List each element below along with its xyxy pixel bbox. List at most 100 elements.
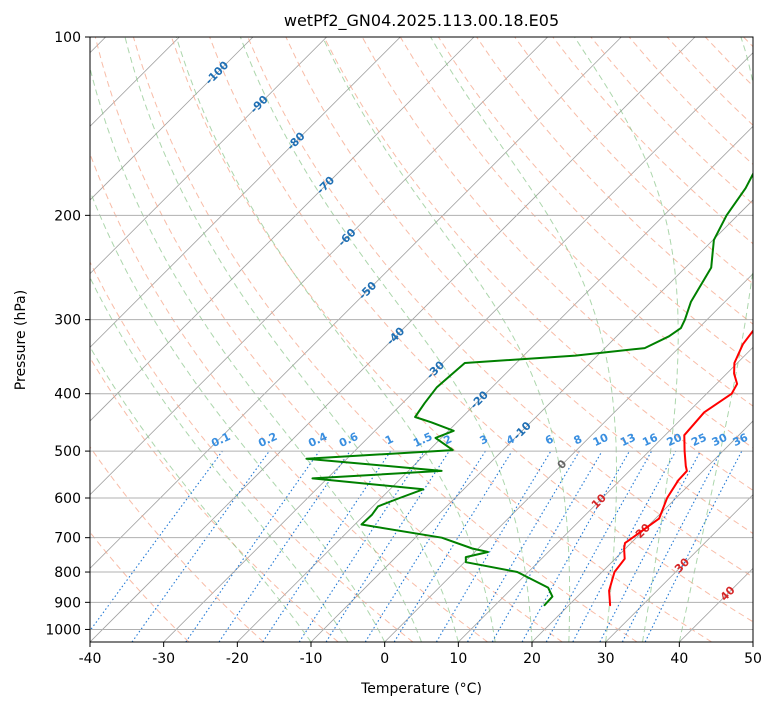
x-tick-label: 50 — [744, 651, 762, 667]
moist-adiabat-line — [322, 37, 571, 642]
x-tick-label: -20 — [226, 651, 249, 667]
mixing-ratio-label: 10 — [591, 431, 611, 449]
isotherm-line — [90, 37, 475, 422]
x-tick-label: 40 — [670, 651, 688, 667]
y-tick-label: 600 — [54, 491, 81, 507]
mixing-ratio-label: 25 — [689, 431, 708, 449]
chart-title: wetPf2_GN04.2025.113.00.18.E05 — [284, 11, 559, 31]
mixing-ratio-label: 13 — [618, 431, 637, 449]
moist-adiabat-line — [430, 37, 617, 642]
mixing-ratio-line — [325, 450, 450, 642]
isotherm-line — [90, 37, 327, 275]
mixing-ratio-line — [262, 450, 392, 642]
y-tick-label: 300 — [54, 313, 81, 329]
mixing-ratio-line — [644, 450, 743, 642]
mixing-ratio-label: 16 — [640, 431, 660, 449]
dry-adiabat-line — [285, 37, 753, 535]
mixing-ratio-label: 0.1 — [209, 430, 232, 450]
x-tick-label: 0 — [380, 651, 389, 667]
mixing-ratio-label: 1.5 — [411, 430, 434, 450]
mixing-ratio-label: 20 — [665, 431, 685, 449]
dry-adiabat-line — [94, 37, 563, 642]
moist-adiabat-line — [124, 37, 459, 642]
isotherm-line — [90, 37, 696, 642]
dry-adiabat-line — [90, 446, 264, 642]
dry-adiabat-line — [132, 37, 638, 642]
y-tick-label: 1000 — [45, 622, 81, 638]
dry-adiabat-line — [90, 260, 414, 642]
x-tick-label: -30 — [152, 651, 175, 667]
isotherm-line — [90, 37, 401, 348]
mixing-ratio-line — [298, 450, 425, 642]
y-axis-label: Pressure (hPa) — [13, 290, 29, 390]
pressure-gridlines — [90, 37, 753, 630]
temperature-profile-line — [608, 329, 753, 607]
mixing-ratio-line — [545, 450, 653, 642]
mixing-ratio-line — [218, 450, 351, 642]
mixing-ratio-line — [521, 450, 630, 642]
isotherm-line — [605, 494, 753, 642]
mixing-ratio-line — [572, 450, 677, 642]
isotherm-line — [531, 420, 753, 642]
dry-adiabat-line — [514, 37, 753, 285]
mixing-ratio-line — [435, 450, 552, 642]
x-tick-label: 30 — [597, 651, 615, 667]
isotherm-line — [90, 37, 548, 496]
mixing-ratio-label: 8 — [572, 432, 584, 447]
mixing-ratio-label: 1 — [383, 432, 395, 447]
dewpoint-profile-line — [305, 171, 753, 607]
plot-frame — [89, 36, 754, 643]
dry-adiabat-line — [171, 37, 712, 642]
dry-adiabat-line — [476, 37, 753, 325]
dry-adiabat-line — [666, 37, 753, 126]
isotherm-line — [237, 125, 753, 642]
isotherm-line — [90, 37, 622, 569]
y-tick-label: 800 — [54, 565, 81, 581]
dry-adiabat-line — [209, 37, 753, 623]
y-tick-label: 900 — [54, 595, 81, 611]
y-tick-label: 500 — [54, 444, 81, 460]
moist-adiabat-line — [90, 65, 422, 642]
y-tick-label: 400 — [54, 387, 81, 403]
mixing-ratio-label: 30 — [710, 431, 730, 449]
mixing-ratio-line — [185, 450, 320, 642]
isotherm-line — [163, 52, 753, 642]
isotherm-line — [458, 346, 753, 642]
mixing-ratio-line — [90, 450, 223, 632]
isotherm-line — [90, 37, 254, 201]
y-axis: 100 200 300 400 500 600 700 800 900 1000 — [45, 30, 90, 638]
mixing-ratio-line — [467, 450, 580, 642]
x-tick-label: 20 — [523, 651, 541, 667]
dry-adiabat-line — [323, 37, 753, 491]
moist-adiabat-line — [574, 37, 679, 642]
mixing-ratio-label: 36 — [731, 431, 751, 449]
moist-adiabat-line — [175, 37, 496, 642]
x-tick-label: 10 — [449, 651, 467, 667]
dry-adiabat-line — [90, 356, 339, 642]
x-tick-label: -10 — [300, 651, 323, 667]
dry-adiabat-line — [743, 37, 753, 48]
y-tick-label: 700 — [54, 531, 81, 547]
dry-adiabat-line — [247, 37, 753, 578]
mixing-ratio-label: 0.2 — [256, 430, 279, 450]
sounding-profiles — [305, 171, 753, 607]
moist-adiabat-line — [90, 276, 349, 642]
mixing-ratio-line — [599, 450, 701, 642]
dry-adiabat-line — [704, 37, 753, 87]
x-tick-label: -40 — [79, 651, 102, 667]
moist-adiabat-line — [678, 37, 753, 642]
mixing-ratio-line — [131, 450, 270, 642]
moist-adiabat-line — [90, 189, 386, 642]
y-tick-label: 200 — [54, 208, 81, 224]
dry-adiabat-line — [90, 152, 488, 642]
x-axis-label: Temperature (°C) — [360, 681, 482, 697]
x-axis: -40 -30 -20 -10 0 10 20 30 40 50 — [79, 642, 762, 667]
isotherm-line — [384, 273, 753, 642]
background-lines — [90, 37, 753, 642]
mixing-ratio-label: 0.4 — [306, 430, 329, 450]
isotherm-line — [752, 641, 753, 642]
moist-adiabat-line — [90, 345, 312, 642]
mixing-ratio-label: 3 — [478, 432, 490, 447]
moist-adiabat-line — [239, 37, 533, 642]
